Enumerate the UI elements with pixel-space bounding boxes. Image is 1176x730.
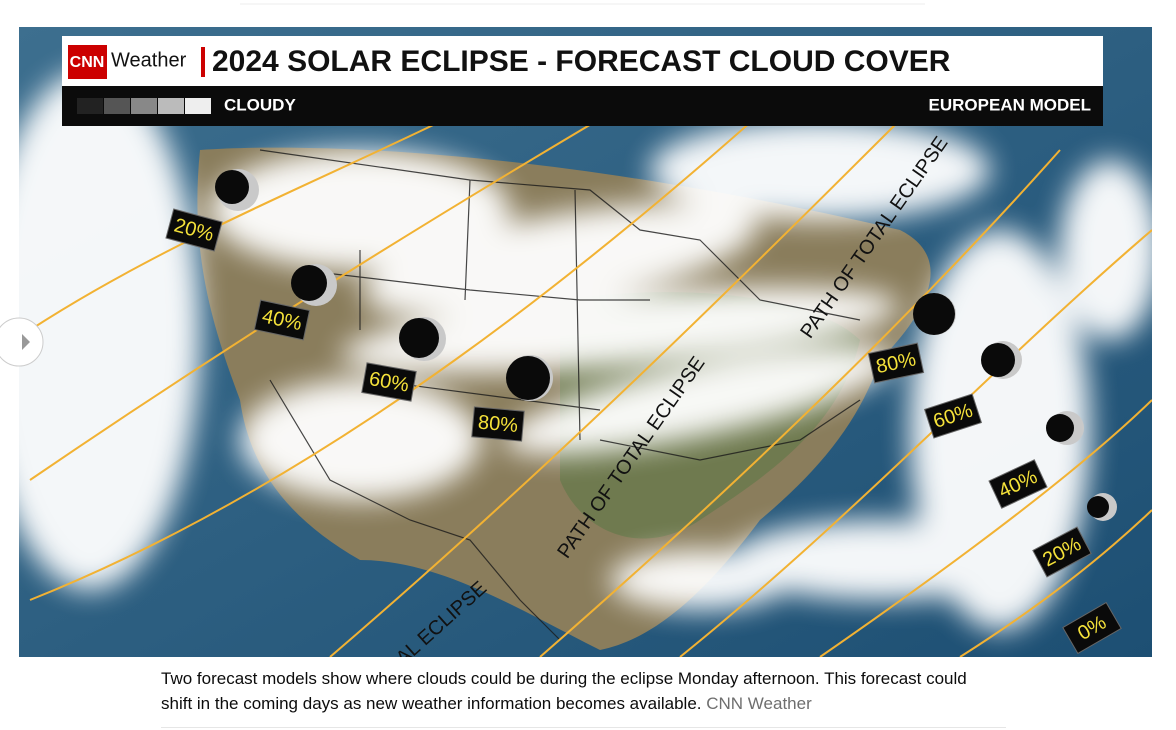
map-image: 20%40%60%80%80%60%40%20%0%PATH OF TOTAL … bbox=[0, 3, 1152, 657]
coverage-text: 80% bbox=[477, 412, 519, 437]
map-art: 20%40%60%80%80%60%40%20%0%PATH OF TOTAL … bbox=[19, 27, 1152, 657]
label-box bbox=[361, 362, 417, 402]
coverage-label: 80% bbox=[471, 406, 525, 442]
coverage-label: 20% bbox=[165, 208, 223, 252]
carousel-prev[interactable] bbox=[0, 317, 44, 367]
cnn-logo bbox=[68, 45, 107, 79]
label-box bbox=[1062, 601, 1122, 655]
caption-credit: CNN Weather bbox=[706, 694, 812, 713]
label-box bbox=[471, 406, 525, 442]
carousel-arrow[interactable] bbox=[22, 334, 30, 350]
caption-rule bbox=[161, 727, 1006, 728]
logo-text: CNN bbox=[70, 54, 105, 71]
eclipse-icons bbox=[215, 169, 1117, 521]
label-box bbox=[923, 393, 983, 439]
title: 2024 SOLAR ECLIPSE - FORECAST CLOUD COVE… bbox=[212, 45, 951, 78]
legend-label: CLOUDY bbox=[224, 95, 296, 114]
legend-bar bbox=[62, 86, 1103, 126]
label-box bbox=[1032, 526, 1092, 578]
caption: Two forecast models show where clouds co… bbox=[161, 666, 991, 716]
header-bar bbox=[62, 36, 1103, 86]
label-box bbox=[867, 342, 925, 384]
brand: Weather bbox=[111, 49, 187, 71]
coverage-label: 40% bbox=[253, 299, 311, 341]
label-box bbox=[988, 459, 1048, 509]
label-box bbox=[253, 299, 311, 341]
coverage-label: 60% bbox=[361, 362, 417, 402]
label-box bbox=[165, 208, 223, 252]
coverage-label: 60% bbox=[923, 393, 983, 439]
model-label: EUROPEAN MODEL bbox=[929, 95, 1091, 114]
caption-text: Two forecast models show where clouds co… bbox=[161, 669, 967, 713]
coverage-label: 80% bbox=[867, 342, 925, 384]
legend-scale bbox=[77, 98, 211, 114]
divider bbox=[201, 47, 205, 77]
